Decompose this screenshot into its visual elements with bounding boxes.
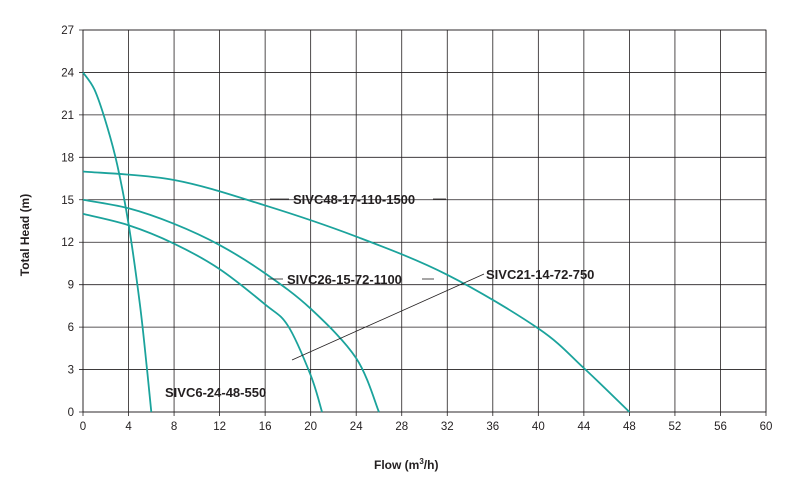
x-tick-label: 12 [213, 421, 226, 433]
x-tick-label: 24 [350, 421, 363, 433]
y-tick-label: 12 [61, 237, 74, 249]
y-tick-label: 21 [61, 110, 74, 122]
y-axis-title: Total Head (m) [18, 194, 32, 276]
x-axis-title-sup: 3 [419, 457, 424, 466]
y-tick-label: 27 [61, 25, 74, 37]
leader-sivc21 [291, 273, 485, 361]
y-tick-labels: 0 3 6 9 12 15 18 21 24 27 [61, 25, 74, 419]
y-tick-label: 18 [61, 152, 74, 164]
x-tick-label: 48 [623, 421, 636, 433]
series-label-sivc21: SIVC21-14-72-750 [486, 267, 594, 282]
curve-sivc26 [82, 198, 380, 413]
y-tick-label: 3 [68, 365, 74, 377]
x-tick-label: 8 [171, 421, 177, 433]
x-tick-label: 44 [577, 421, 590, 433]
x-tick-label: 56 [714, 421, 727, 433]
x-axis-title-tail: /h) [424, 458, 439, 472]
series-label-sivc48: SIVC48-17-110-1500 [293, 192, 415, 207]
series-label-sivc6: SIVC6-24-48-550 [165, 385, 266, 400]
y-tick-label: 15 [61, 195, 74, 207]
x-tick-label: 16 [259, 421, 272, 433]
x-tick-label: 4 [125, 421, 132, 433]
series-labels: SIVC48-17-110-1500 SIVC21-14-72-750 SIVC… [165, 192, 594, 400]
y-tick-label: 6 [68, 322, 74, 334]
grid [79, 29, 767, 416]
x-axis-title-main: Flow (m [374, 458, 419, 472]
curve-sivc6 [82, 71, 153, 413]
y-tick-label: 9 [68, 280, 74, 292]
x-tick-label: 20 [304, 421, 317, 433]
x-tick-label: 36 [486, 421, 499, 433]
x-tick-labels: 0 4 8 12 16 20 24 28 32 36 40 44 48 52 56 60 [80, 421, 773, 433]
y-tick-label: 24 [61, 67, 74, 79]
curve-sivc21 [82, 213, 323, 413]
plot-frame [82, 29, 767, 413]
curve-sivc48 [82, 170, 631, 413]
x-tick-label: 0 [80, 421, 86, 433]
x-tick-label: 52 [669, 421, 682, 433]
series-label-sivc26: SIVC26-15-72-1100 [287, 272, 402, 287]
x-axis-title: Flow (m3/h) [374, 457, 438, 472]
x-tick-label: 40 [532, 421, 545, 433]
x-tick-label: 60 [760, 421, 773, 433]
leader-lines [268, 198, 485, 361]
y-tick-label: 0 [68, 407, 74, 419]
x-tick-label: 28 [395, 421, 408, 433]
curves [82, 71, 631, 413]
x-tick-label: 32 [441, 421, 454, 433]
